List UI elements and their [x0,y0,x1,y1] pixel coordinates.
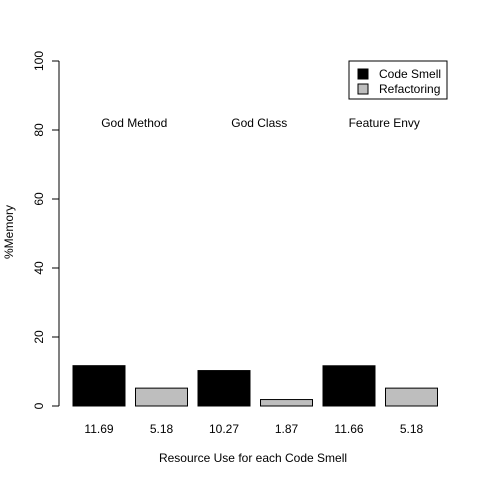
y-tick-label: 40 [32,261,46,275]
bar-value-label: 11.66 [334,422,363,436]
legend-label: Code Smell [379,67,441,81]
y-tick-label: 20 [32,330,46,344]
bars [72,365,438,407]
legend-swatch [357,83,369,95]
bar-code-smell-feature-envy [322,365,376,407]
bar-refactoring-god-method [135,387,188,407]
bar-code-smell-god-method [72,365,126,407]
y-tick-label: 100 [32,51,46,71]
y-tick-label: 60 [32,192,46,206]
bar-value-label: 5.18 [150,422,174,436]
bar-value-label: 11.69 [84,422,113,436]
y-tick-label: 80 [32,123,46,137]
bar-value-label: 10.27 [209,422,239,436]
category-label: Feature Envy [349,116,420,130]
bar-code-smell-god-class [197,370,251,407]
legend-label: Refactoring [379,82,440,96]
bar-refactoring-feature-envy [385,387,438,407]
bar-value-label: 5.18 [400,422,424,436]
category-label: God Method [101,116,167,130]
bar-value-label: 1.87 [275,422,299,436]
x-axis-label: Resource Use for each Code Smell [159,451,347,465]
bar-value-labels: 11.69 5.18 10.27 1.87 11.66 5.18 [84,422,423,436]
category-label: God Class [231,116,287,130]
legend-swatch [357,68,369,80]
y-tick-label: 0 [32,402,46,409]
bar-refactoring-god-class [260,399,313,407]
category-labels: God Method God Class Feature Envy [101,116,420,130]
y-axis-label: %Memory [2,205,16,259]
y-axis: 0 20 40 60 80 100 [32,51,60,409]
